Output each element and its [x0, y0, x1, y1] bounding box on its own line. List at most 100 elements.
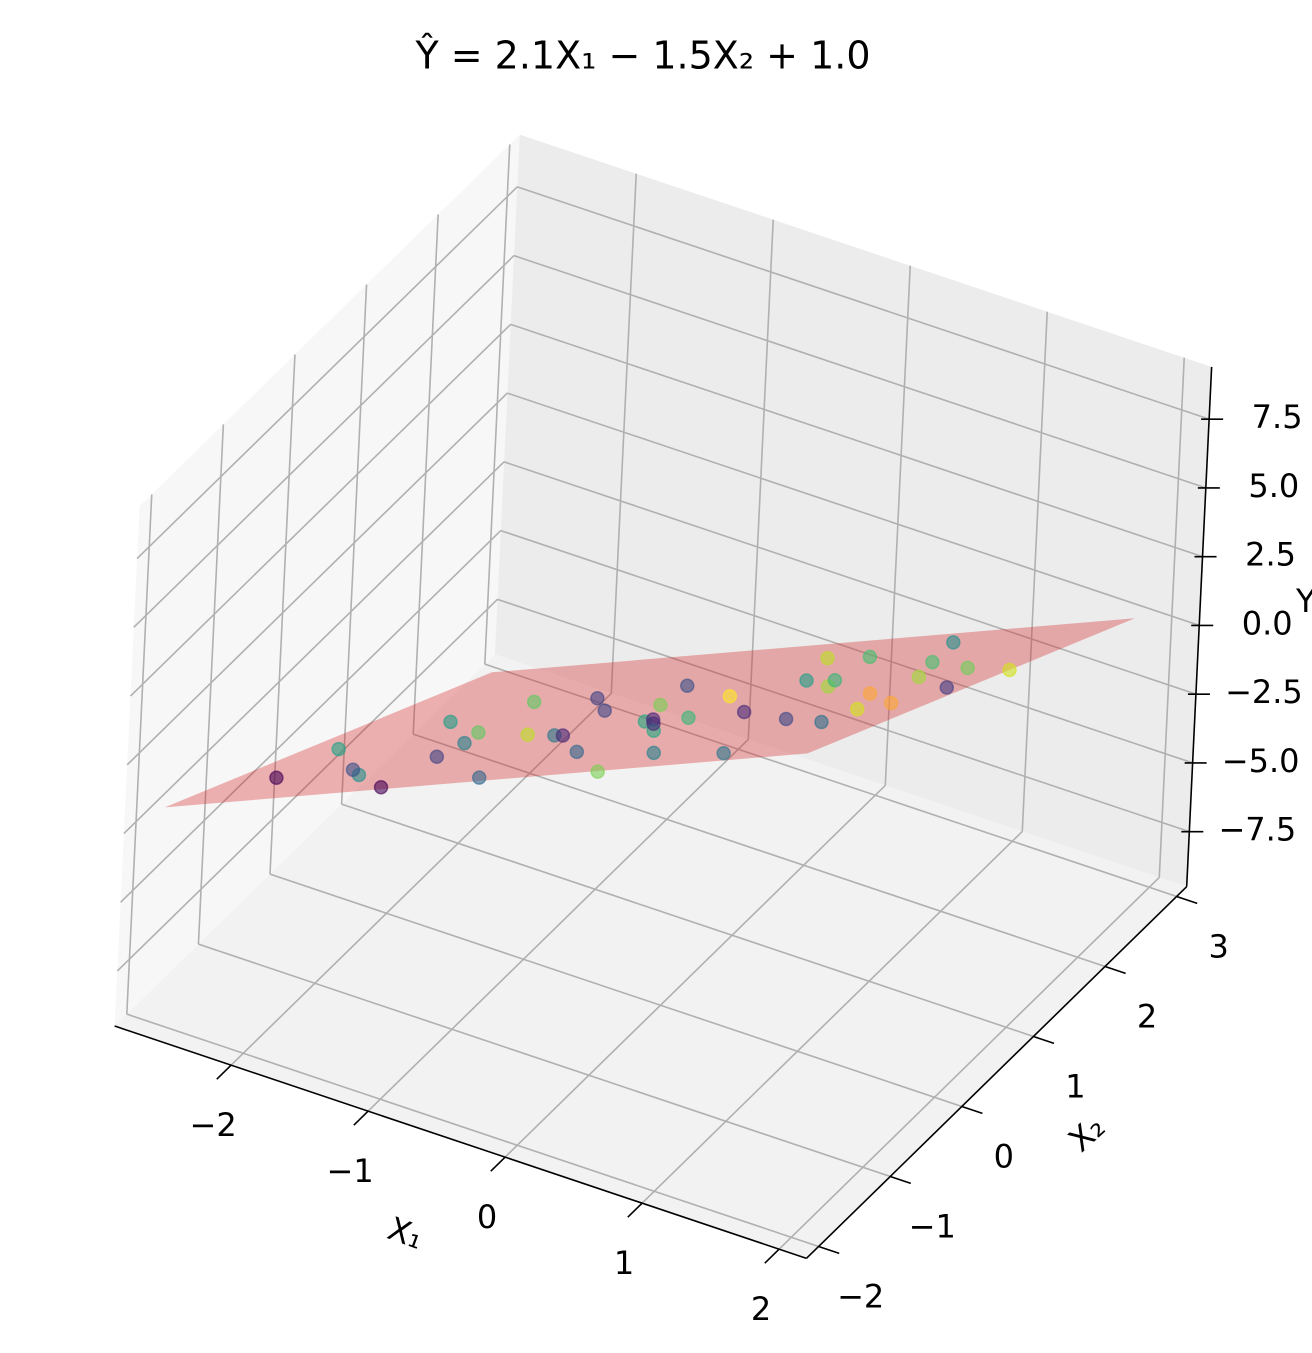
- grid-line: [136, 186, 518, 560]
- grid-line: [641, 830, 1023, 1204]
- data-point: [520, 727, 535, 742]
- data-point: [778, 711, 794, 727]
- grid-line: [198, 943, 891, 1178]
- tick-mark: [490, 1156, 506, 1172]
- data-point: [946, 635, 961, 650]
- data-point: [646, 745, 661, 761]
- y-tick-label: 0: [994, 1137, 1014, 1175]
- data-point: [960, 660, 975, 676]
- regression-plane: [164, 618, 1135, 808]
- data-point: [827, 672, 843, 688]
- x-axis-label: X₁: [383, 1209, 429, 1257]
- z-tick-label: 5.0: [1248, 467, 1299, 505]
- data-point: [590, 764, 605, 779]
- grid-line: [126, 494, 153, 1015]
- y-tick-label: −1: [909, 1207, 956, 1245]
- data-point: [939, 680, 955, 695]
- grid-line: [507, 392, 1200, 627]
- data-point: [862, 686, 878, 701]
- data-point: [471, 725, 486, 740]
- x-tick-label: −1: [327, 1152, 374, 1190]
- z-tick-label: −7.5: [1218, 811, 1296, 849]
- data-point: [862, 649, 878, 665]
- grid-line: [341, 803, 1034, 1038]
- grid-line: [367, 738, 749, 1112]
- tick-mark: [627, 1202, 643, 1218]
- grid-line: [610, 173, 638, 694]
- pane-back: [494, 134, 1212, 887]
- data-point: [345, 762, 361, 777]
- data-point: [597, 703, 612, 718]
- x-tick-label: 0: [477, 1198, 497, 1236]
- z-tick-label: 0.0: [1242, 604, 1293, 642]
- grid-line: [500, 529, 1193, 764]
- data-point: [681, 710, 696, 725]
- data-point: [471, 770, 487, 785]
- grid-line: [1021, 311, 1049, 832]
- grid-line: [517, 186, 1210, 420]
- pane-floor: [114, 654, 1187, 1259]
- data-point: [555, 728, 571, 743]
- data-point: [590, 691, 605, 706]
- data-point: [722, 689, 738, 704]
- grid-line: [497, 598, 1190, 833]
- pane-left: [114, 134, 520, 1027]
- data-point: [883, 695, 899, 711]
- x-tick-label: 1: [614, 1244, 634, 1282]
- grid-line: [269, 354, 296, 875]
- grid-line: [197, 424, 225, 945]
- grid-line: [133, 255, 515, 628]
- chart-title: Ŷ = 2.1X₁ − 1.5X₂ + 1.0: [414, 34, 870, 78]
- tick-mark: [1104, 965, 1126, 975]
- data-point: [716, 745, 731, 761]
- grid-line: [1158, 357, 1186, 878]
- grid-line: [484, 144, 511, 665]
- data-point: [736, 704, 752, 720]
- grid-line: [412, 733, 1106, 968]
- tick-mark: [961, 1105, 983, 1115]
- data-point: [646, 716, 661, 731]
- data-point: [814, 714, 829, 730]
- z-tick-label: −5.0: [1222, 742, 1300, 780]
- grid-line: [510, 323, 1203, 558]
- data-point: [911, 669, 927, 685]
- y-tick-label: −2: [837, 1277, 884, 1315]
- grid-line: [126, 1013, 819, 1248]
- data-point: [569, 744, 585, 760]
- data-point: [526, 694, 542, 710]
- data-point: [653, 697, 668, 713]
- grid-line: [412, 214, 439, 735]
- grid-line: [230, 692, 612, 1066]
- tick-mark: [1033, 1035, 1055, 1045]
- tick-mark: [890, 1175, 912, 1185]
- data-point: [925, 654, 940, 670]
- data-point: [680, 678, 695, 693]
- grid-line: [120, 530, 502, 903]
- z-axis-label: Y: [1295, 582, 1312, 620]
- y-axis: [805, 886, 1188, 1259]
- y-axis-label: X₂: [1061, 1108, 1112, 1159]
- tick-mark: [1176, 895, 1198, 905]
- grid-line: [503, 461, 1197, 695]
- data-point: [799, 673, 814, 688]
- tick-mark: [216, 1064, 232, 1080]
- grid-line: [778, 876, 1160, 1250]
- data-point: [443, 714, 458, 730]
- z-tick-label: −2.5: [1225, 673, 1303, 711]
- x-tick-label: −2: [190, 1106, 237, 1144]
- tick-mark: [818, 1245, 840, 1255]
- grid-line: [340, 284, 368, 805]
- x-tick-label: 2: [751, 1290, 771, 1328]
- data-point: [331, 741, 346, 757]
- grid-line: [129, 323, 512, 697]
- data-point: [850, 701, 865, 717]
- grid-line: [504, 784, 886, 1158]
- grid-line: [116, 598, 499, 972]
- grid-line: [126, 392, 508, 766]
- z-tick-label: 7.5: [1252, 398, 1303, 436]
- grid-line: [513, 254, 1207, 489]
- data-point: [269, 770, 284, 786]
- grid-line: [269, 873, 963, 1108]
- data-point: [820, 650, 835, 666]
